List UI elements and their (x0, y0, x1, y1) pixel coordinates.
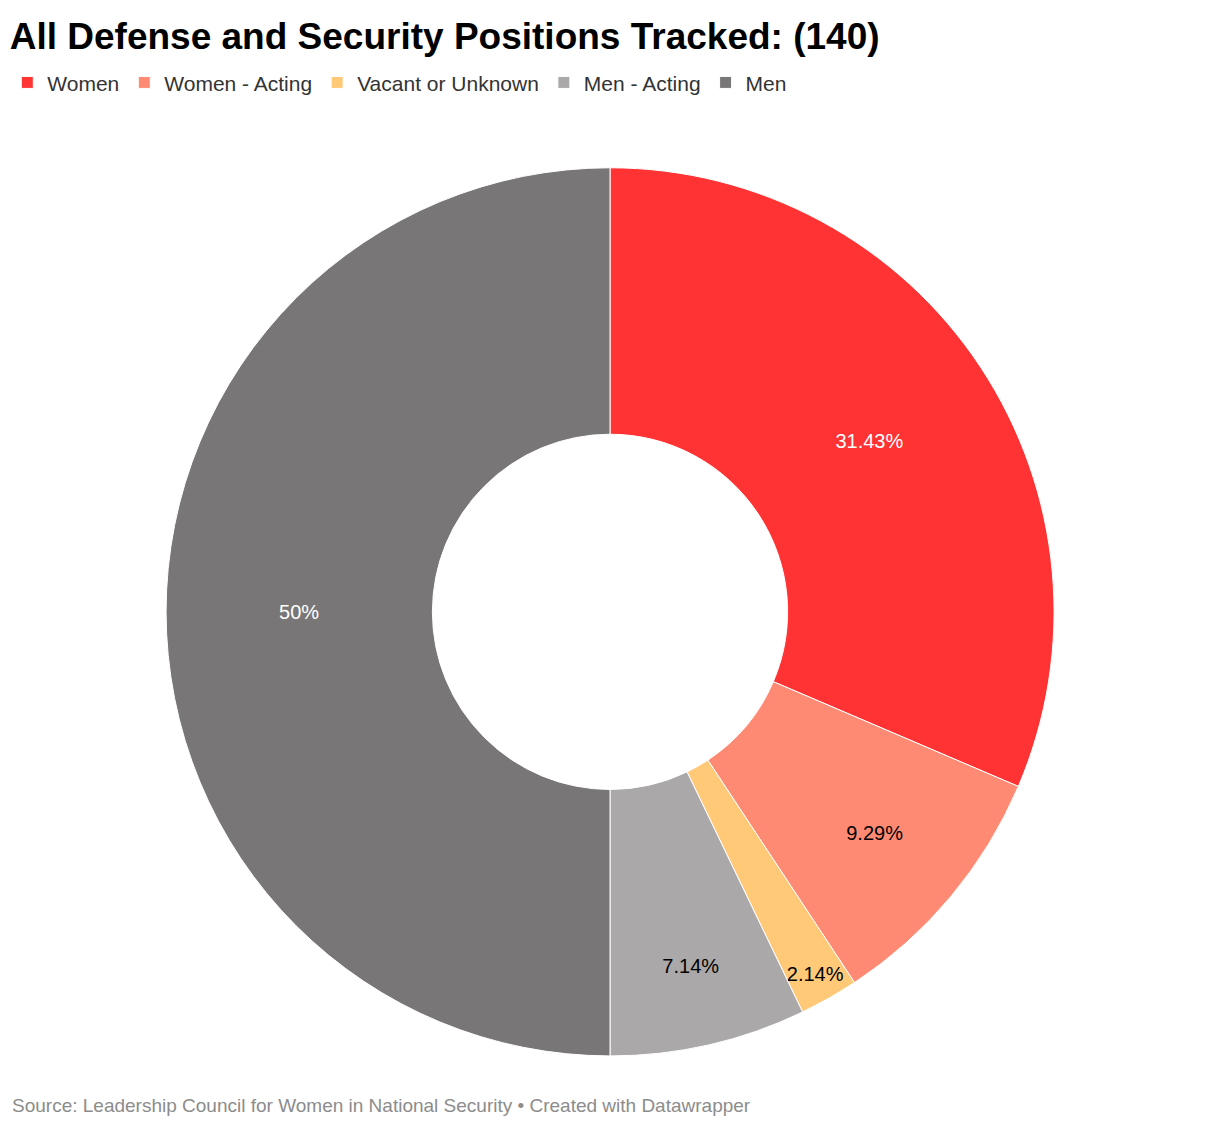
svg-text:All Defense and Security Posit: All Defense and Security Positions Track… (10, 16, 880, 57)
svg-text:50%: 50% (279, 601, 319, 623)
svg-text:Men: Men (746, 72, 787, 95)
svg-text:31.43%: 31.43% (835, 430, 903, 452)
svg-text:Men - Acting: Men - Acting (584, 72, 701, 95)
svg-text:2.14%: 2.14% (787, 963, 844, 985)
svg-text:Women: Women (47, 72, 119, 95)
svg-text:Vacant or Unknown: Vacant or Unknown (357, 72, 539, 95)
svg-text:Source: Leadership Council for: Source: Leadership Council for Women in … (12, 1095, 751, 1116)
svg-text:9.29%: 9.29% (846, 822, 903, 844)
svg-text:Women - Acting: Women - Acting (164, 72, 312, 95)
svg-text:7.14%: 7.14% (662, 955, 719, 977)
